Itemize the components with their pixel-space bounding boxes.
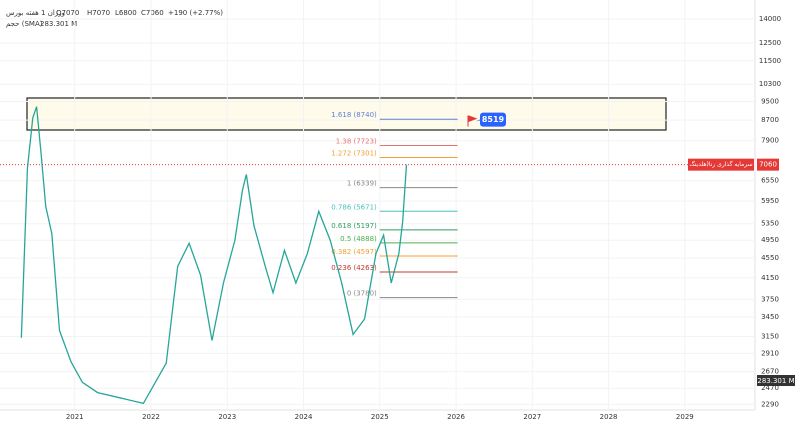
volume-value: 283.301 M xyxy=(40,20,77,28)
highlight-box xyxy=(26,97,667,131)
y-tick-label: 7900 xyxy=(761,137,779,145)
x-tick-label: 2029 xyxy=(676,413,694,421)
y-tick-label: 10300 xyxy=(759,80,781,88)
fib-label: 0.786 (5671) xyxy=(331,203,377,211)
x-tick-label: 2028 xyxy=(600,413,618,421)
y-tick-label: 11500 xyxy=(759,57,781,65)
callout-bg xyxy=(480,112,506,127)
volume-tag xyxy=(757,375,795,386)
fib-label: 0.5 (4888) xyxy=(340,235,377,243)
price-line xyxy=(20,106,408,405)
y-tick-label: 8700 xyxy=(761,116,779,124)
y-tick-label: 3150 xyxy=(761,332,779,340)
y-tick-label: 2670 xyxy=(761,368,779,376)
symbol-tag: سرمایه گذاری رنا(هلدینگ xyxy=(689,160,752,168)
y-tick-label: 3450 xyxy=(761,313,779,321)
x-tick-label: 2026 xyxy=(447,413,465,421)
y-tick-label: 4950 xyxy=(761,236,779,244)
last-price-tag: 7060 xyxy=(759,161,777,169)
symbol-tag-bg xyxy=(688,158,754,171)
volume-tag-text: 283.301 M xyxy=(757,377,794,385)
y-tick-label: 2290 xyxy=(761,400,779,408)
fib-label: 1.618 (8740) xyxy=(331,111,377,119)
fib-label: 0.236 (4263) xyxy=(331,264,377,272)
x-tick-label: 2023 xyxy=(218,413,236,421)
ohlc-high: H7070 xyxy=(87,9,110,17)
volume-title: حجم (SMA) xyxy=(6,20,43,28)
fib-label: 0.382 (4597) xyxy=(331,248,377,256)
fib-label: 0 (3780) xyxy=(347,290,377,298)
y-tick-label: 3750 xyxy=(761,295,779,303)
y-tick-label: 2910 xyxy=(761,349,779,357)
y-tick-label: 12500 xyxy=(759,39,781,47)
y-tick-label: 4150 xyxy=(761,274,779,282)
y-tick-label: 14000 xyxy=(759,15,781,23)
fib-label: 0.618 (5197) xyxy=(331,222,377,230)
ohlc-open: O7070 xyxy=(56,9,79,17)
ohlc-low: L6800 xyxy=(115,9,137,17)
flag-icon xyxy=(467,115,478,127)
y-tick-label: 4550 xyxy=(761,254,779,262)
header-symbol: ورزان 1 هفته بورس xyxy=(6,9,65,17)
fib-label: 1.38 (7723) xyxy=(336,138,377,146)
y-tick-label: 6550 xyxy=(761,177,779,185)
fib-label: 1.272 (7301) xyxy=(331,150,377,158)
callout-text: 8519 xyxy=(482,115,505,124)
x-tick-label: 2021 xyxy=(66,413,84,421)
x-tick-label: 2022 xyxy=(142,413,160,421)
y-tick-label: 2470 xyxy=(761,384,779,392)
x-tick-label: 2024 xyxy=(295,413,313,421)
last-price-tag-bg xyxy=(757,158,779,171)
ohlc-close: C7060 xyxy=(141,9,164,17)
x-tick-label: 2025 xyxy=(371,413,389,421)
y-tick-label: 9500 xyxy=(761,97,779,105)
x-tick-label: 2027 xyxy=(523,413,541,421)
y-tick-label: 5350 xyxy=(761,220,779,228)
y-tick-label: 5950 xyxy=(761,197,779,205)
fib-label: 1 (6339) xyxy=(347,180,377,188)
ohlc-change: +190 (+2.77%) xyxy=(168,9,223,17)
